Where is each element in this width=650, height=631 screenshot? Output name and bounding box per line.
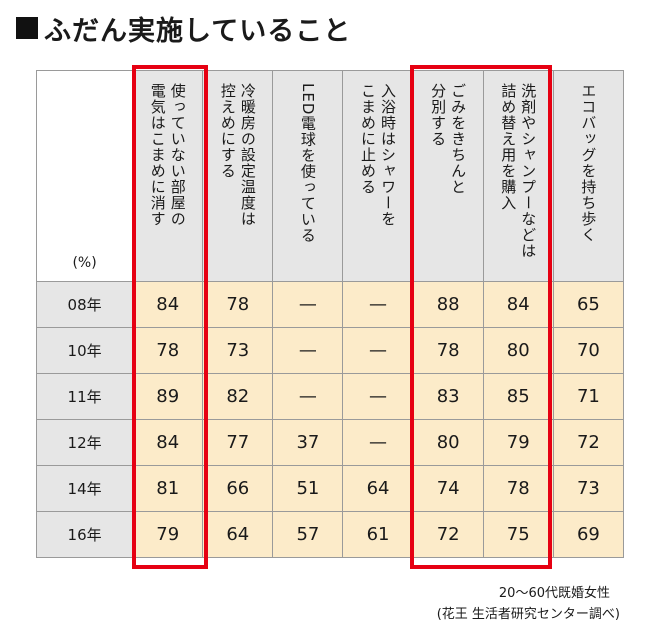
value-cell: — <box>272 281 344 328</box>
column-header-line: ごみをきちんと <box>449 83 468 195</box>
value-cell: 64 <box>342 465 414 512</box>
note-source: (花王 生活者研究センター調べ) <box>436 607 620 622</box>
value-cell: 51 <box>272 465 344 512</box>
value-cell: — <box>342 281 414 328</box>
value-cell: — <box>342 373 414 420</box>
corner-cell: (%) <box>35 70 134 282</box>
value-cell: 66 <box>202 465 274 512</box>
table-row: 16年 79 64 57 61 72 75 69 <box>35 511 625 558</box>
column-header-line: こまめに止める <box>359 83 378 195</box>
year-cell: 14年 <box>35 465 134 512</box>
column-header-4: 入浴時はシャワーを こまめに止める <box>342 70 414 282</box>
column-header-label: 入浴時はシャワーを こまめに止める <box>358 83 398 227</box>
year-cell: 11年 <box>35 373 134 420</box>
value-cell: — <box>342 419 414 466</box>
value-cell: 79 <box>132 511 204 558</box>
value-cell: 70 <box>552 327 625 374</box>
note-respondents: 20〜60代既婚女性 <box>498 586 610 601</box>
value-cell: 61 <box>342 511 414 558</box>
column-header-3: LED電球を使っている <box>272 70 344 282</box>
value-cell: 75 <box>482 511 554 558</box>
value-cell: 84 <box>482 281 554 328</box>
year-cell: 10年 <box>35 327 134 374</box>
column-header-line: LED電球を使っている <box>298 83 317 244</box>
value-cell: 81 <box>132 465 204 512</box>
value-cell: 85 <box>482 373 554 420</box>
value-cell: 83 <box>412 373 484 420</box>
column-header-6: 洗剤やシャンプーなどは 詰め替え用を購入 <box>482 70 554 282</box>
year-cell: 16年 <box>35 511 134 558</box>
year-cell: 08年 <box>35 281 134 328</box>
column-header-line: 分別する <box>429 83 448 147</box>
value-cell: 73 <box>202 327 274 374</box>
column-header-label: LED電球を使っている <box>298 83 318 243</box>
value-cell: 79 <box>482 419 554 466</box>
unit-label: (%) <box>72 255 97 271</box>
table-row: 11年 89 82— —83 85 71 <box>35 373 625 420</box>
value-cell: 73 <box>552 465 625 512</box>
value-cell: 77 <box>202 419 274 466</box>
column-header-line: 電気はこまめに消す <box>148 83 167 227</box>
table-row: 12年 84 77 37—80 79 72 <box>35 419 625 466</box>
value-cell: 57 <box>272 511 344 558</box>
table-row: 10年 78 73— —78 80 70 <box>35 327 625 374</box>
column-header-line: エコバッグを持ち歩く <box>579 83 598 243</box>
value-cell: 71 <box>552 373 625 420</box>
value-cell: 65 <box>552 281 625 328</box>
survey-table: (%) 使っていない部屋の 電気はこまめに消す 冷暖房の設定温度は 控えめにする LED… <box>35 70 625 558</box>
column-header-label: エコバッグを持ち歩く <box>578 83 598 243</box>
value-cell: 89 <box>132 373 204 420</box>
column-header-label: 使っていない部屋の 電気はこまめに消す <box>148 83 188 227</box>
table-row: 14年 81 66 51 64 74 78 73 <box>35 465 625 512</box>
value-cell: 88 <box>412 281 484 328</box>
value-cell: — <box>272 373 344 420</box>
column-header-line: 詰め替え用を購入 <box>499 83 518 211</box>
square-bullet-icon <box>16 17 38 39</box>
title-text: ふだん実施していること <box>44 15 352 47</box>
value-cell: 72 <box>552 419 625 466</box>
column-header-line: 控えめにする <box>218 83 237 179</box>
value-cell: 78 <box>202 281 274 328</box>
value-cell: 64 <box>202 511 274 558</box>
column-header-label: 冷暖房の設定温度は 控えめにする <box>218 83 258 227</box>
column-header-label: 洗剤やシャンプーなどは 詰め替え用を購入 <box>498 83 538 259</box>
table-row: 08年 84 78— —88 84 65 <box>35 281 625 328</box>
value-cell: 78 <box>132 327 204 374</box>
table-body: 08年 84 78— —88 84 65 10年 78 73— —78 80 70 11年 89 82— —8… <box>35 281 625 558</box>
value-cell: 78 <box>412 327 484 374</box>
value-cell: 74 <box>412 465 484 512</box>
value-cell: 72 <box>412 511 484 558</box>
value-cell: — <box>272 327 344 374</box>
page-title: ふだん実施していること <box>16 10 352 47</box>
column-header-5: ごみをきちんと 分別する <box>412 70 484 282</box>
column-header-2: 冷暖房の設定温度は 控えめにする <box>202 70 274 282</box>
column-header-line: 洗剤やシャンプーなどは <box>519 83 538 259</box>
column-header-label: ごみをきちんと 分別する <box>428 83 468 195</box>
value-cell: 84 <box>132 419 204 466</box>
value-cell: 80 <box>412 419 484 466</box>
column-header-1: 使っていない部屋の 電気はこまめに消す <box>132 70 204 282</box>
value-cell: 78 <box>482 465 554 512</box>
header-row: (%) 使っていない部屋の 電気はこまめに消す 冷暖房の設定温度は 控えめにする LED… <box>35 70 625 282</box>
column-header-line: 冷暖房の設定温度は <box>238 83 257 227</box>
value-cell: 80 <box>482 327 554 374</box>
year-cell: 12年 <box>35 419 134 466</box>
column-header-line: 入浴時はシャワーを <box>379 83 398 227</box>
value-cell: 84 <box>132 281 204 328</box>
value-cell: 37 <box>272 419 344 466</box>
value-cell: 82 <box>202 373 274 420</box>
column-header-7: エコバッグを持ち歩く <box>552 70 625 282</box>
value-cell: 69 <box>552 511 625 558</box>
value-cell: — <box>342 327 414 374</box>
column-header-line: 使っていない部屋の <box>168 83 187 227</box>
